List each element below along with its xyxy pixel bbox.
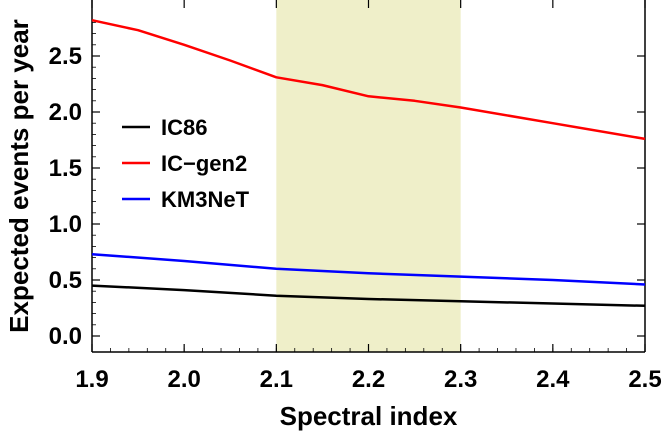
x-tick-label: 2.1: [260, 366, 293, 393]
shaded-band: [276, 0, 461, 352]
y-axis-title: Expected events per year: [4, 19, 34, 333]
x-axis-title: Spectral index: [280, 401, 458, 431]
x-tick-label: 2.4: [536, 366, 570, 393]
legend: IC86 IC−gen2 KM3NeT: [122, 115, 250, 212]
x-tick-label: 2.5: [628, 366, 661, 393]
y-tick-label: 1.5: [49, 155, 82, 182]
y-tick-label: 2.0: [49, 99, 82, 126]
x-tick-label: 1.9: [75, 366, 108, 393]
series-line: [91, 252, 646, 286]
legend-label: KM3NeT: [161, 187, 250, 212]
y-tick-label: 0.0: [49, 323, 82, 350]
series-lines: [91, 18, 646, 308]
y-tick-label: 1.0: [49, 211, 82, 238]
x-tick-label: 2.3: [444, 366, 477, 393]
axis-ticks: 1.9 2.0 2.1 2.2 2.3 2.4 2.5 0.0 0.5 1.0 1.5 2.0 2.5: [49, 0, 662, 393]
series-line: [91, 284, 646, 308]
x-tick-label: 2.2: [352, 366, 385, 393]
series-line: [91, 18, 646, 141]
y-tick-label: 2.5: [49, 43, 82, 70]
y-tick-label: 0.5: [49, 267, 82, 294]
legend-label: IC−gen2: [161, 151, 247, 176]
legend-label: IC86: [161, 115, 207, 140]
x-tick-label: 2.0: [167, 366, 200, 393]
